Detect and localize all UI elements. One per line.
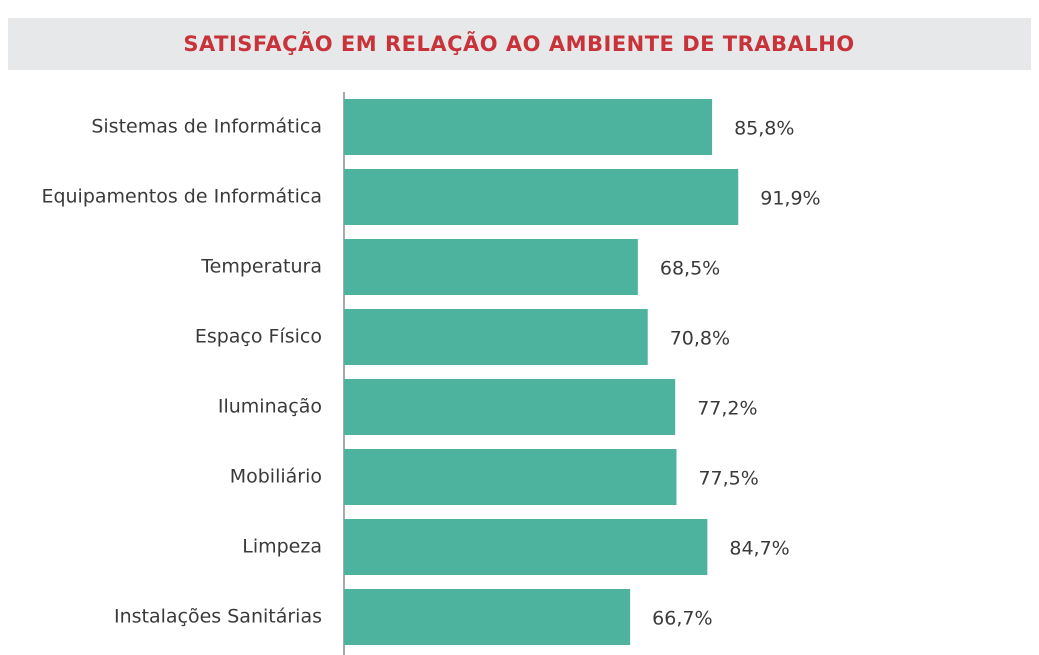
title-band <box>8 18 1031 70</box>
bar <box>344 239 638 295</box>
category-label: Equipamentos de Informática <box>41 186 322 208</box>
category-label: Instalações Sanitárias <box>114 606 322 628</box>
category-label: Limpeza <box>242 536 322 558</box>
bar <box>344 99 713 155</box>
bar <box>344 379 676 435</box>
value-label: 84,7% <box>729 538 789 560</box>
chart-title: SATISFAÇÃO EM RELAÇÃO AO AMBIENTE DE TRA… <box>183 31 854 56</box>
category-label: Iluminação <box>218 396 322 418</box>
value-label: 66,7% <box>652 608 712 630</box>
value-label: 77,2% <box>697 398 757 420</box>
value-label: 91,9% <box>760 188 820 210</box>
category-label: Sistemas de Informática <box>91 116 322 138</box>
category-label: Temperatura <box>200 256 322 278</box>
bar <box>344 589 631 645</box>
bar <box>344 449 677 505</box>
category-label: Mobiliário <box>230 466 322 488</box>
bar <box>344 309 648 365</box>
bar <box>344 169 739 225</box>
value-label: 85,8% <box>734 118 794 140</box>
category-label: Espaço Físico <box>195 326 322 348</box>
bar <box>344 519 708 575</box>
value-label: 77,5% <box>698 468 758 490</box>
value-label: 68,5% <box>660 258 720 280</box>
value-label: 70,8% <box>670 328 730 350</box>
